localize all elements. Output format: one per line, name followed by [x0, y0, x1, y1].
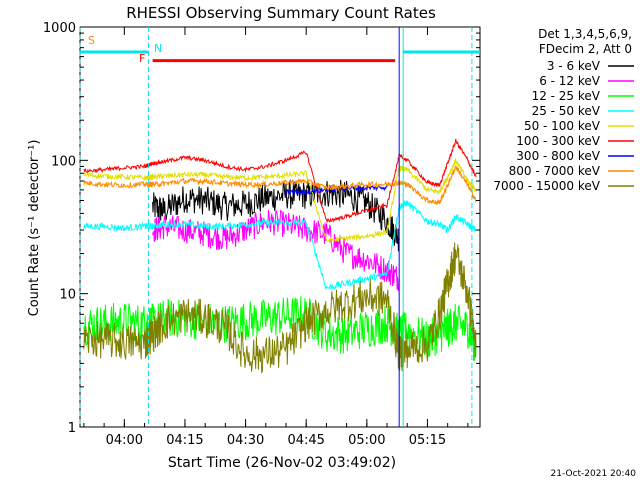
x-tick-label: 05:00	[348, 433, 385, 448]
flag-layer: S NF	[79, 34, 480, 65]
x-tick-label: 04:00	[106, 433, 143, 448]
legend-header-line-1: Det 1,3,4,5,6,9,	[538, 27, 632, 41]
y-tick-label: 1	[68, 421, 76, 436]
legend-label: 50 - 100 keV	[524, 119, 601, 133]
series-line-3	[83, 200, 477, 291]
legend-label: 100 - 300 keV	[516, 134, 600, 148]
legend-label: 3 - 6 keV	[547, 59, 601, 73]
legend-header-line-2: FDecim 2, Att 0	[539, 42, 632, 56]
vertical-line-layer	[79, 27, 473, 427]
plot-area: S NF 04:00 04:15 04:30 04:45 05:00 05:15 1 10 100…	[43, 21, 481, 448]
legend-label: 7000 - 15000 keV	[493, 179, 600, 193]
y-tick-label: 1000	[43, 21, 76, 36]
legend-label: 12 - 25 keV	[532, 89, 601, 103]
series-layer	[83, 138, 477, 374]
plot-frame	[79, 26, 481, 428]
series-line-4	[83, 158, 477, 243]
series-line-0	[152, 179, 400, 252]
legend: Det 1,3,4,5,6,9, FDecim 2, Att 0 3 - 6 k…	[493, 27, 634, 193]
series-line-1	[152, 209, 400, 291]
flag-label-F: F	[139, 52, 145, 65]
y-tick-label: 100	[51, 154, 76, 169]
chart-title: RHESSI Observing Summary Count Rates	[126, 4, 436, 22]
generation-timestamp: 21-Oct-2021 20:40	[551, 469, 637, 479]
series-line-8	[83, 242, 477, 374]
legend-label: 25 - 50 keV	[532, 104, 601, 118]
x-tick-label: 04:30	[227, 433, 264, 448]
y-tick-label: 10	[59, 288, 76, 303]
tick-layer: 04:00 04:15 04:30 04:45 05:00 05:15 1 10 100 1000	[43, 21, 480, 448]
x-tick-label: 04:45	[287, 433, 324, 448]
x-tick-label: 05:15	[409, 433, 446, 448]
flag-label-S: S	[88, 34, 95, 47]
legend-label: 800 - 7000 keV	[509, 164, 601, 178]
y-axis-label: Count Rate (s⁻¹ detector⁻¹)	[27, 140, 42, 317]
x-tick-label: 04:15	[166, 433, 203, 448]
legend-label: 6 - 12 keV	[539, 74, 601, 88]
series-line-5	[83, 138, 477, 224]
legend-label: 300 - 800 keV	[516, 149, 600, 163]
flag-label-N: N	[154, 42, 162, 55]
series-line-7	[83, 165, 477, 206]
x-axis-label: Start Time (26-Nov-02 03:49:02)	[168, 455, 396, 471]
